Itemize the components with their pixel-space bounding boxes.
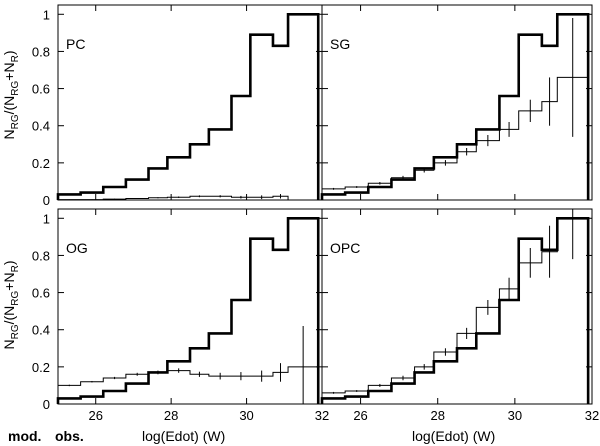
observed-step-line bbox=[57, 366, 319, 404]
panel-label: OG bbox=[66, 240, 88, 256]
panel-pc: 0 0.2 0.4 0.6 0.8 1 PC bbox=[32, 4, 323, 208]
observed-step-line bbox=[321, 76, 589, 200]
y-tick-label: 0.2 bbox=[32, 156, 50, 171]
svg-text:NRG/(NRG+NR): NRG/(NRG+NR) bbox=[1, 261, 21, 350]
panel-label: SG bbox=[330, 36, 350, 52]
x-tick-label: 28 bbox=[164, 408, 178, 423]
y-tick-label: 0.6 bbox=[32, 286, 50, 301]
y-tick-label: 0.6 bbox=[32, 82, 50, 97]
y-tick-label: 0.4 bbox=[32, 119, 50, 134]
y-tick-label: 0.2 bbox=[32, 360, 50, 375]
panel-sg: SG bbox=[320, 4, 593, 201]
x-tick-label: 30 bbox=[508, 408, 522, 423]
panel-label: PC bbox=[66, 36, 85, 52]
y-tick-label: 1 bbox=[43, 7, 50, 22]
y-tick-label: 0.8 bbox=[32, 248, 50, 263]
panel-frame bbox=[321, 208, 593, 405]
model-step-line bbox=[56, 12, 320, 200]
panel-frame bbox=[321, 4, 593, 201]
y-axis-title-top: NRG/(NRG+NR) bbox=[1, 51, 21, 140]
x-tick-label: 32 bbox=[585, 408, 599, 423]
x-tick-label: 32 bbox=[315, 408, 329, 423]
x-axis-title-left: log(Edot) (W) bbox=[142, 428, 225, 444]
model-step-line bbox=[320, 12, 590, 200]
observed-step-line bbox=[321, 217, 589, 404]
panel-frame bbox=[57, 4, 323, 201]
y-tick-label: 0 bbox=[43, 193, 50, 208]
y-tick-label: 0 bbox=[43, 397, 50, 412]
y-axis-title-bottom: NRG/(NRG+NR) bbox=[1, 261, 21, 350]
x-tick-label: 26 bbox=[88, 408, 102, 423]
panel-label: OPC bbox=[330, 240, 360, 256]
y-tick-label: 0.8 bbox=[32, 44, 50, 59]
x-axis-title-right: log(Edot) (W) bbox=[412, 428, 495, 444]
x-tick-label: 26 bbox=[353, 408, 367, 423]
observed-step-line bbox=[57, 195, 319, 201]
y-tick-label: 0.4 bbox=[32, 323, 50, 338]
model-step-line bbox=[320, 216, 590, 404]
x-tick-label: 30 bbox=[239, 408, 253, 423]
footer-obs-label: obs. bbox=[55, 428, 84, 444]
x-tick-label: 28 bbox=[430, 408, 444, 423]
panels-group: 0 0.2 0.4 0.6 0.8 1 PC SG 26 28 30 32 0 0.2 0.4 0.6 0.8 1… bbox=[32, 4, 599, 423]
model-step-line bbox=[56, 216, 320, 404]
svg-text:NRG/(NRG+NR): NRG/(NRG+NR) bbox=[1, 51, 21, 140]
panel-og: 26 28 30 32 0 0.2 0.4 0.6 0.8 1 OG bbox=[32, 208, 329, 423]
footer-mod-label: mod. bbox=[8, 428, 41, 444]
panel-opc: 26 28 30 32 OPC bbox=[320, 208, 599, 423]
y-tick-label: 1 bbox=[43, 211, 50, 226]
